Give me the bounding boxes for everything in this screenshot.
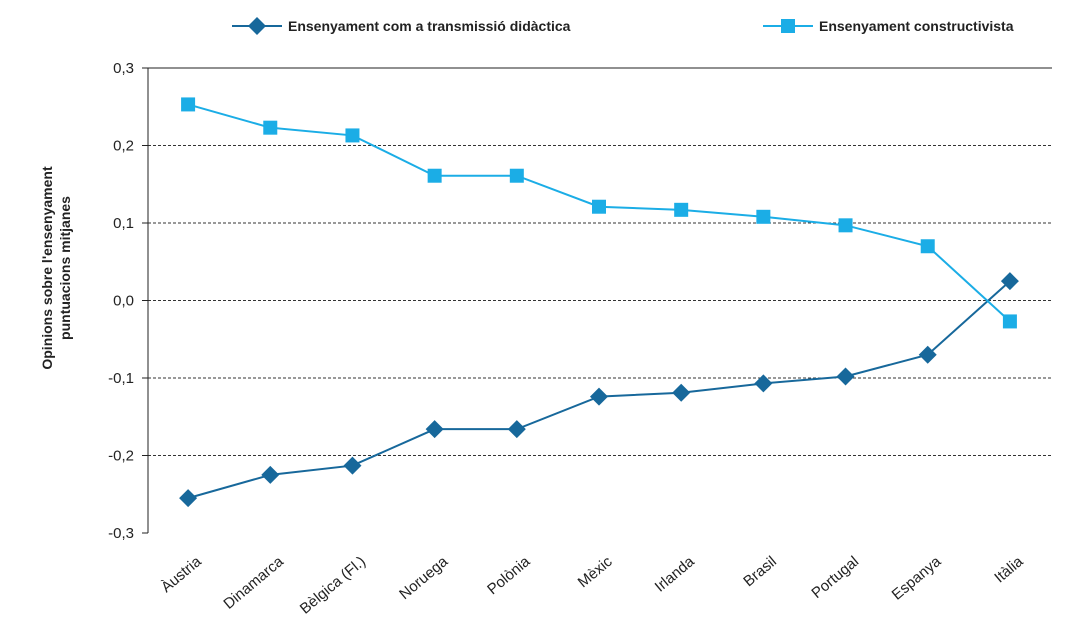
x-tick-label: Irlanda bbox=[652, 553, 699, 596]
y-tick-label: 0,1 bbox=[113, 215, 134, 232]
y-axis-label: puntuacions mitjanes bbox=[57, 196, 73, 340]
x-tick-label: Brasil bbox=[740, 553, 780, 590]
x-tick-label: Mèxic bbox=[575, 553, 616, 592]
data-point bbox=[427, 168, 442, 183]
data-point bbox=[425, 420, 444, 439]
data-point bbox=[345, 128, 360, 143]
y-tick-label: 0,0 bbox=[113, 293, 134, 310]
data-point bbox=[674, 202, 689, 217]
y-tick-label: -0,3 bbox=[108, 525, 134, 542]
legend-label: Ensenyament com a transmissió didàctica bbox=[288, 18, 571, 34]
data-point bbox=[592, 199, 606, 214]
data-point bbox=[261, 465, 280, 484]
x-tick-label: Itàlia bbox=[991, 553, 1027, 587]
y-tick-label: 0,2 bbox=[113, 138, 134, 155]
data-point bbox=[672, 383, 691, 402]
x-tick-label: Polònia bbox=[484, 553, 534, 599]
y-tick-label: -0,1 bbox=[108, 370, 134, 387]
x-tick-label: Dinamarca bbox=[220, 553, 287, 613]
x-tick-label: Portugal bbox=[808, 553, 862, 602]
x-tick-label: Noruega bbox=[396, 553, 452, 603]
data-point bbox=[263, 120, 278, 135]
x-tick-label: Àustria bbox=[158, 553, 205, 596]
x-tick-label: Bèlgica (Fl.) bbox=[297, 553, 369, 617]
data-point bbox=[1000, 272, 1019, 291]
y-tick-label: 0,3 bbox=[113, 60, 134, 77]
data-point bbox=[181, 97, 196, 112]
data-point bbox=[507, 420, 526, 439]
data-point bbox=[756, 209, 771, 224]
legend-label: Ensenyament constructivista bbox=[819, 18, 1014, 34]
legend-marker bbox=[781, 19, 795, 33]
data-point bbox=[836, 367, 855, 386]
y-axis-label: Opinions sobre l'ensenyament bbox=[39, 166, 55, 370]
data-point bbox=[590, 387, 608, 406]
data-point bbox=[179, 489, 198, 508]
data-point bbox=[343, 456, 362, 475]
data-point bbox=[754, 374, 773, 393]
data-point bbox=[1002, 314, 1017, 329]
data-point bbox=[838, 218, 853, 233]
y-tick-label: -0,2 bbox=[108, 448, 134, 465]
legend-marker bbox=[248, 17, 266, 35]
data-point bbox=[920, 239, 935, 254]
data-point bbox=[509, 168, 524, 183]
x-tick-label: Espanya bbox=[889, 553, 945, 604]
data-point bbox=[918, 345, 937, 364]
